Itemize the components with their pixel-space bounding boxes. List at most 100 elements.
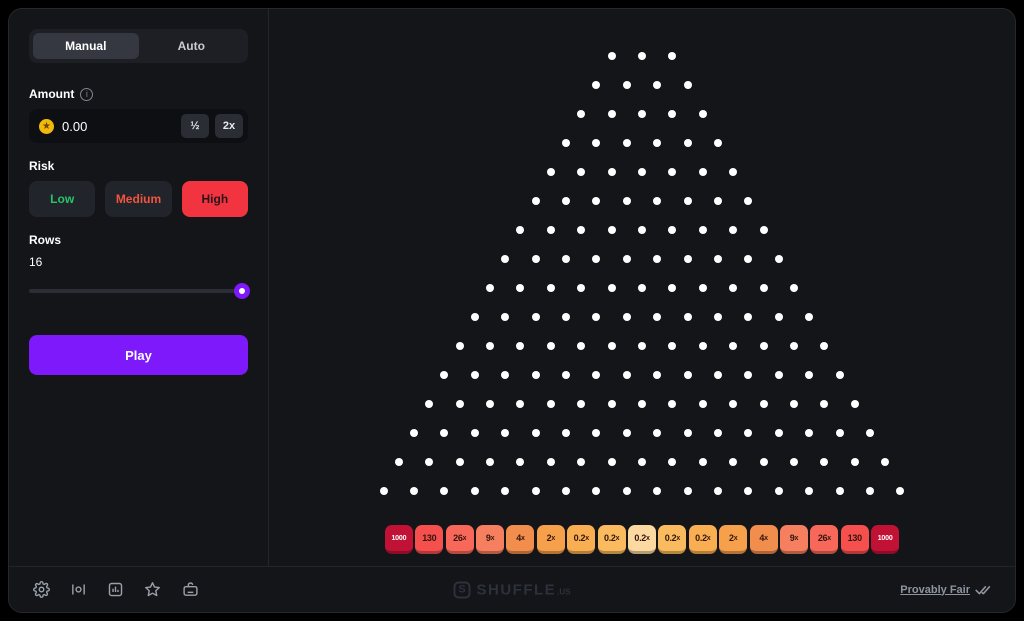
- peg: [607, 458, 616, 466]
- settings-gear-icon[interactable]: [33, 581, 50, 598]
- peg-row: [269, 110, 1015, 118]
- peg: [683, 487, 692, 495]
- favorite-star-icon[interactable]: [144, 581, 161, 598]
- shuffle-logo-suffix: .US: [557, 587, 571, 596]
- peg: [607, 226, 616, 234]
- amount-value[interactable]: 0.00: [62, 118, 88, 134]
- peg: [638, 52, 646, 60]
- footer-icon-bar: [33, 581, 200, 598]
- risk-label: Risk: [29, 159, 55, 173]
- plinko-board: 1000 130 26 x 9 x 4 x 2 x 0.2 x 0.2 x 0.2 x 0.2 x 0.2 x 2 x 4 x…: [269, 9, 1015, 566]
- peg: [546, 400, 555, 408]
- multiplier-bucket: 0.2 x: [658, 525, 687, 554]
- peg: [622, 81, 631, 89]
- peg: [713, 429, 722, 437]
- play-button[interactable]: Play: [29, 335, 248, 375]
- peg: [653, 255, 662, 263]
- provably-fair-link[interactable]: Provably Fair: [900, 583, 970, 596]
- peg: [501, 371, 510, 379]
- peg: [653, 371, 662, 379]
- peg: [577, 342, 586, 350]
- bucket-value: 130: [847, 533, 862, 543]
- peg: [698, 342, 707, 350]
- peg: [744, 255, 753, 263]
- risk-high-button[interactable]: High: [181, 181, 248, 217]
- multiplier-bucket: 0.2 x: [628, 525, 656, 554]
- mode-tabs: Manual Auto: [29, 29, 248, 63]
- bucket-suffix: x: [706, 534, 711, 542]
- peg: [774, 487, 783, 495]
- risk-options: Low Medium High: [29, 181, 248, 217]
- peg: [744, 371, 753, 379]
- peg: [622, 487, 631, 495]
- amount-input[interactable]: ★ 0.00 ½ 2x: [29, 109, 248, 143]
- peg: [774, 371, 783, 379]
- peg: [638, 284, 646, 292]
- bucket-suffix: x: [490, 534, 495, 542]
- peg-row: [269, 255, 1015, 263]
- tab-manual[interactable]: Manual: [33, 33, 139, 59]
- peg: [698, 284, 707, 292]
- peg: [592, 429, 601, 437]
- peg: [562, 429, 571, 437]
- peg: [729, 226, 738, 234]
- peg: [729, 342, 738, 350]
- peg: [789, 400, 798, 408]
- peg: [698, 110, 707, 118]
- peg: [577, 168, 586, 176]
- tab-auto[interactable]: Auto: [139, 33, 245, 59]
- peg: [486, 400, 495, 408]
- peg: [668, 400, 677, 408]
- double-bet-button[interactable]: 2x: [215, 114, 243, 138]
- peg: [668, 284, 677, 292]
- hotkeys-keyboard-icon[interactable]: [181, 581, 200, 598]
- multiplier-bucket: 26 x: [445, 525, 474, 554]
- peg: [653, 139, 662, 147]
- peg: [516, 400, 525, 408]
- peg: [668, 226, 677, 234]
- peg: [683, 139, 692, 147]
- peg: [713, 487, 722, 495]
- peg: [622, 429, 631, 437]
- peg: [820, 458, 829, 466]
- peg: [713, 139, 722, 147]
- peg: [516, 342, 525, 350]
- peg: [577, 284, 586, 292]
- rows-slider[interactable]: [29, 283, 250, 299]
- peg: [638, 226, 646, 234]
- slider-thumb[interactable]: [234, 283, 250, 299]
- bucket-suffix: x: [585, 534, 589, 542]
- peg: [713, 197, 722, 205]
- peg: [440, 371, 449, 379]
- bucket-value: 1000: [391, 534, 407, 542]
- info-icon[interactable]: i: [80, 87, 94, 101]
- peg: [653, 487, 662, 495]
- peg: [531, 255, 540, 263]
- peg: [592, 313, 601, 321]
- peg: [653, 81, 662, 89]
- bucket-value: 0.2: [634, 533, 647, 543]
- peg: [470, 371, 479, 379]
- peg: [713, 371, 722, 379]
- peg: [531, 371, 540, 379]
- sound-icon[interactable]: [70, 581, 87, 598]
- bucket-value: 2: [729, 533, 734, 543]
- multiplier-bucket: 130: [840, 525, 869, 554]
- bucket-suffix: x: [521, 534, 525, 542]
- amount-label-row: Amount i: [29, 87, 248, 101]
- stats-icon[interactable]: [107, 581, 124, 598]
- peg: [546, 284, 555, 292]
- provably-fair[interactable]: Provably Fair: [900, 584, 991, 596]
- risk-low-button[interactable]: Low: [29, 181, 96, 217]
- risk-medium-button[interactable]: Medium: [105, 181, 172, 217]
- peg: [531, 429, 540, 437]
- peg: [622, 139, 631, 147]
- half-bet-button[interactable]: ½: [181, 114, 209, 138]
- peg: [668, 110, 677, 118]
- peg: [744, 313, 753, 321]
- peg: [516, 284, 525, 292]
- slider-track[interactable]: [29, 289, 248, 293]
